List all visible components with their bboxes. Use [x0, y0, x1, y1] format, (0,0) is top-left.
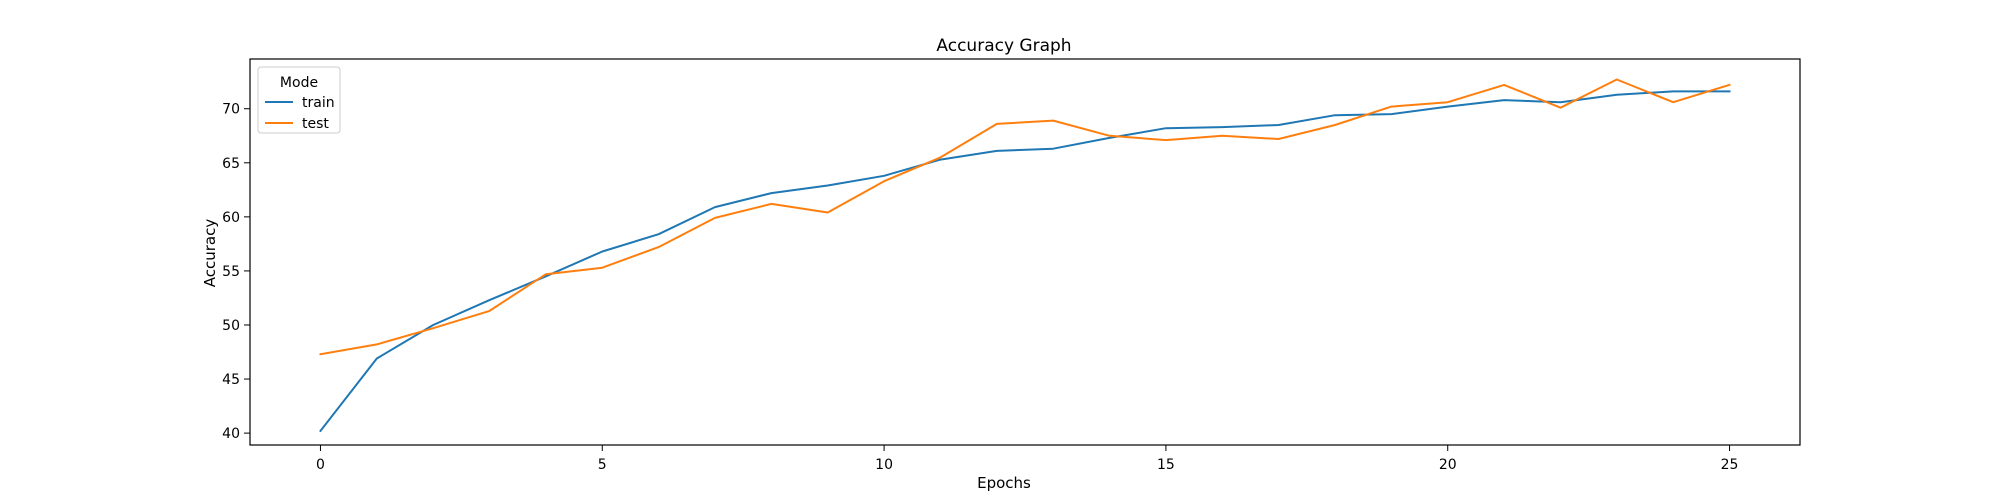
y-tick-label: 50: [222, 318, 240, 334]
legend-title: Mode: [280, 75, 318, 91]
y-axis-label: Accuracy: [201, 219, 219, 288]
legend-label-train: train: [302, 95, 335, 111]
x-axis-label: Epochs: [977, 474, 1031, 492]
x-tick-label: 5: [598, 457, 607, 473]
x-tick-label: 0: [316, 457, 325, 473]
plot-area: 0 5 10 15 20 25 40 45 50 55 60 65 70 Mode train test: [222, 58, 1801, 473]
y-tick-label: 55: [222, 264, 240, 280]
y-tick-label: 70: [222, 102, 240, 118]
y-tick-label: 40: [222, 426, 240, 442]
x-tick-label: 10: [875, 457, 893, 473]
legend-label-test: test: [302, 116, 329, 132]
series-line-train: [319, 90, 1731, 433]
x-tick-label: 25: [1721, 457, 1739, 473]
legend-box: [257, 66, 341, 134]
plot-frame: [249, 58, 1801, 446]
y-tick-label: 45: [222, 372, 240, 388]
x-tick-label: 15: [1157, 457, 1175, 473]
y-tick-label: 60: [222, 210, 240, 226]
x-tick-label: 20: [1439, 457, 1457, 473]
chart-title: Accuracy Graph: [936, 36, 1071, 56]
y-tick-label: 65: [222, 156, 240, 172]
series-line-test: [319, 78, 1731, 356]
